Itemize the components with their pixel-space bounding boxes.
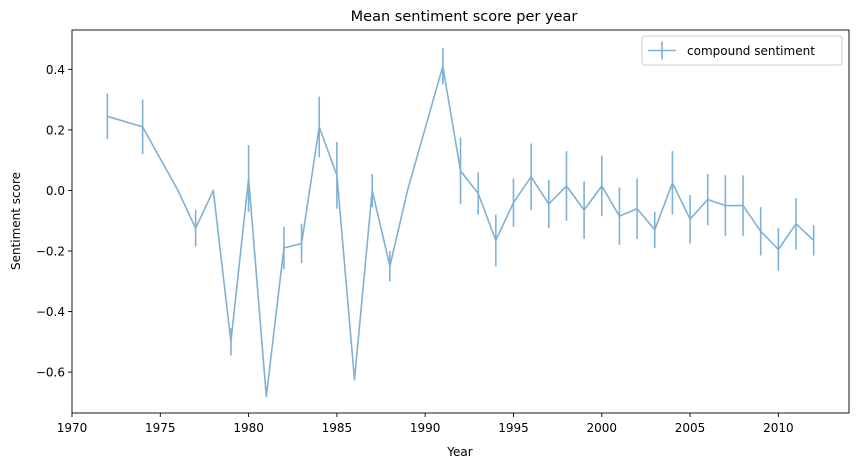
x-tick-label: 1995 [498, 421, 529, 435]
x-tick-label: 1990 [410, 421, 441, 435]
series-line [107, 65, 815, 398]
y-tick-label: 0.2 [46, 123, 65, 137]
y-axis-label: Sentiment score [9, 172, 23, 270]
chart-title: Mean sentiment score per year [351, 9, 578, 25]
x-tick-label: 1980 [233, 421, 264, 435]
legend: compound sentiment [641, 35, 843, 66]
x-tick-label: 1970 [57, 421, 88, 435]
x-tick-label: 2005 [675, 421, 706, 435]
x-tick-label: 2000 [586, 421, 617, 435]
x-tick-label: 1975 [145, 421, 176, 435]
y-tick-label: 0.0 [46, 184, 65, 198]
legend-box [641, 35, 843, 66]
y-tick-label: −0.2 [36, 245, 65, 259]
x-tick-label: 2010 [763, 421, 794, 435]
legend-label: compound sentiment [687, 44, 815, 58]
y-tick-label: −0.6 [36, 366, 65, 380]
y-tick-label: −0.4 [36, 305, 65, 319]
x-tick-label: 1985 [322, 421, 353, 435]
plot-frame [71, 29, 850, 414]
x-axis-label: Year [446, 445, 472, 459]
y-tick-label: 0.4 [46, 63, 65, 77]
